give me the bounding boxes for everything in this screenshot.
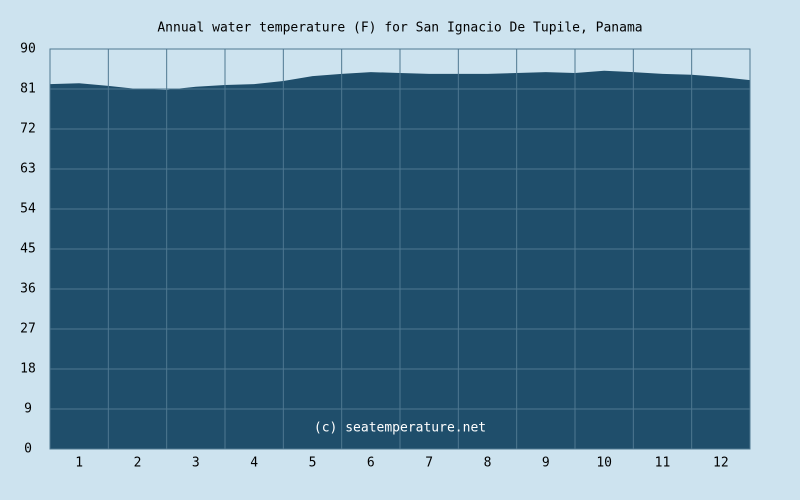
y-tick-label: 72 xyxy=(20,122,36,137)
x-tick-label: 1 xyxy=(75,456,83,471)
y-tick-label: 63 xyxy=(20,162,36,177)
y-tick-label: 36 xyxy=(20,282,36,297)
x-tick-label: 11 xyxy=(655,456,671,471)
x-tick-label: 10 xyxy=(596,456,612,471)
x-tick-label: 5 xyxy=(309,456,317,471)
x-tick-label: 12 xyxy=(713,456,729,471)
chart-title: Annual water temperature (F) for San Ign… xyxy=(157,21,642,36)
y-tick-label: 90 xyxy=(20,42,36,57)
y-tick-label: 45 xyxy=(20,242,36,257)
y-tick-label: 27 xyxy=(20,322,36,337)
y-tick-label: 18 xyxy=(20,362,36,377)
plot-border xyxy=(49,48,751,450)
y-tick-label: 0 xyxy=(24,442,32,457)
y-tick-label: 81 xyxy=(20,82,36,97)
watermark: (c) seatemperature.net xyxy=(314,421,486,436)
y-tick-label: 54 xyxy=(20,202,36,217)
x-tick-label: 3 xyxy=(192,456,200,471)
x-tick-label: 8 xyxy=(484,456,492,471)
y-tick-label: 9 xyxy=(24,402,32,417)
x-tick-label: 2 xyxy=(134,456,142,471)
x-tick-label: 4 xyxy=(250,456,258,471)
x-tick-label: 9 xyxy=(542,456,550,471)
x-tick-label: 7 xyxy=(425,456,433,471)
x-tick-label: 6 xyxy=(367,456,375,471)
